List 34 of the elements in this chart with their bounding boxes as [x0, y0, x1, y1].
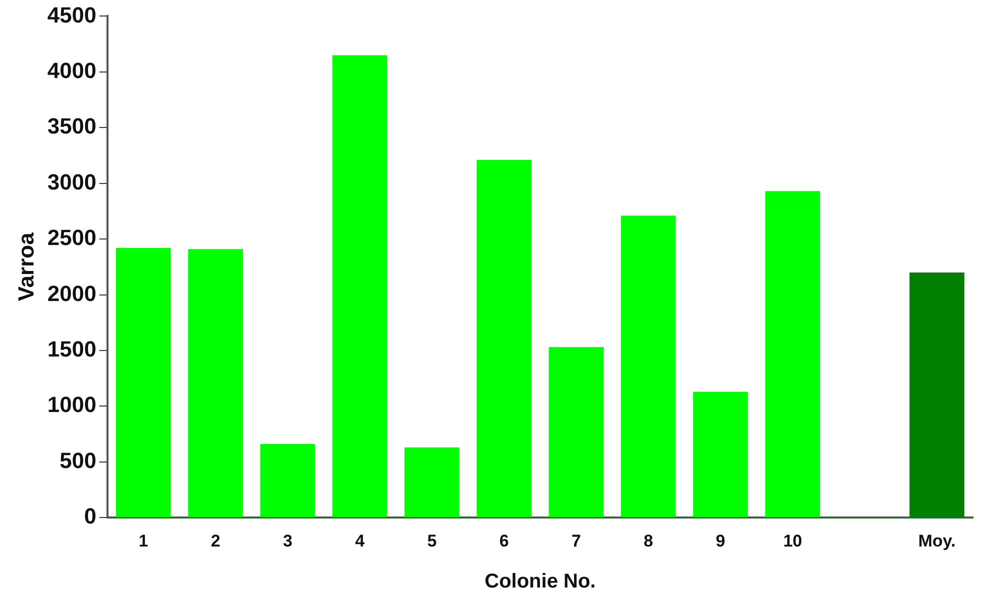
x-tick-label: 6 [499, 531, 509, 550]
y-tick-label: 3500 [47, 114, 96, 139]
bar [548, 347, 604, 518]
y-tick-label: 2000 [47, 280, 96, 306]
x-tick-label: 5 [427, 531, 437, 550]
bar [910, 272, 964, 518]
bar [116, 248, 171, 518]
x-tick-label: 7 [572, 531, 581, 550]
x-axis-title: Colonie No. [484, 570, 596, 593]
y-tick-label: 3000 [47, 169, 96, 194]
x-tick-label: 10 [783, 531, 802, 550]
bar [620, 216, 676, 518]
y-tick-label: 1500 [47, 336, 96, 362]
bar [332, 55, 388, 518]
bar [188, 249, 243, 518]
x-tick-label: 9 [716, 531, 726, 550]
y-tick-label: 2500 [47, 225, 96, 250]
y-axis-title: Varroa [13, 232, 38, 302]
bar [476, 160, 532, 518]
x-tick-label: 4 [355, 531, 366, 550]
bar [260, 444, 316, 518]
y-tick-label: 4000 [47, 58, 96, 83]
y-tick-label: 500 [60, 448, 96, 473]
x-tick-label: Moy. [918, 531, 956, 550]
bar [404, 447, 460, 518]
bar [693, 392, 748, 518]
x-tick-label: 3 [282, 531, 292, 550]
y-tick-label: 4500 [47, 2, 96, 28]
x-tick-label: 2 [210, 531, 220, 550]
y-tick-label: 1000 [47, 392, 96, 418]
x-tick-label: 1 [138, 531, 148, 550]
y-tick-label: 0 [84, 504, 96, 529]
x-tick-label: 8 [644, 531, 654, 550]
bar [765, 191, 820, 518]
